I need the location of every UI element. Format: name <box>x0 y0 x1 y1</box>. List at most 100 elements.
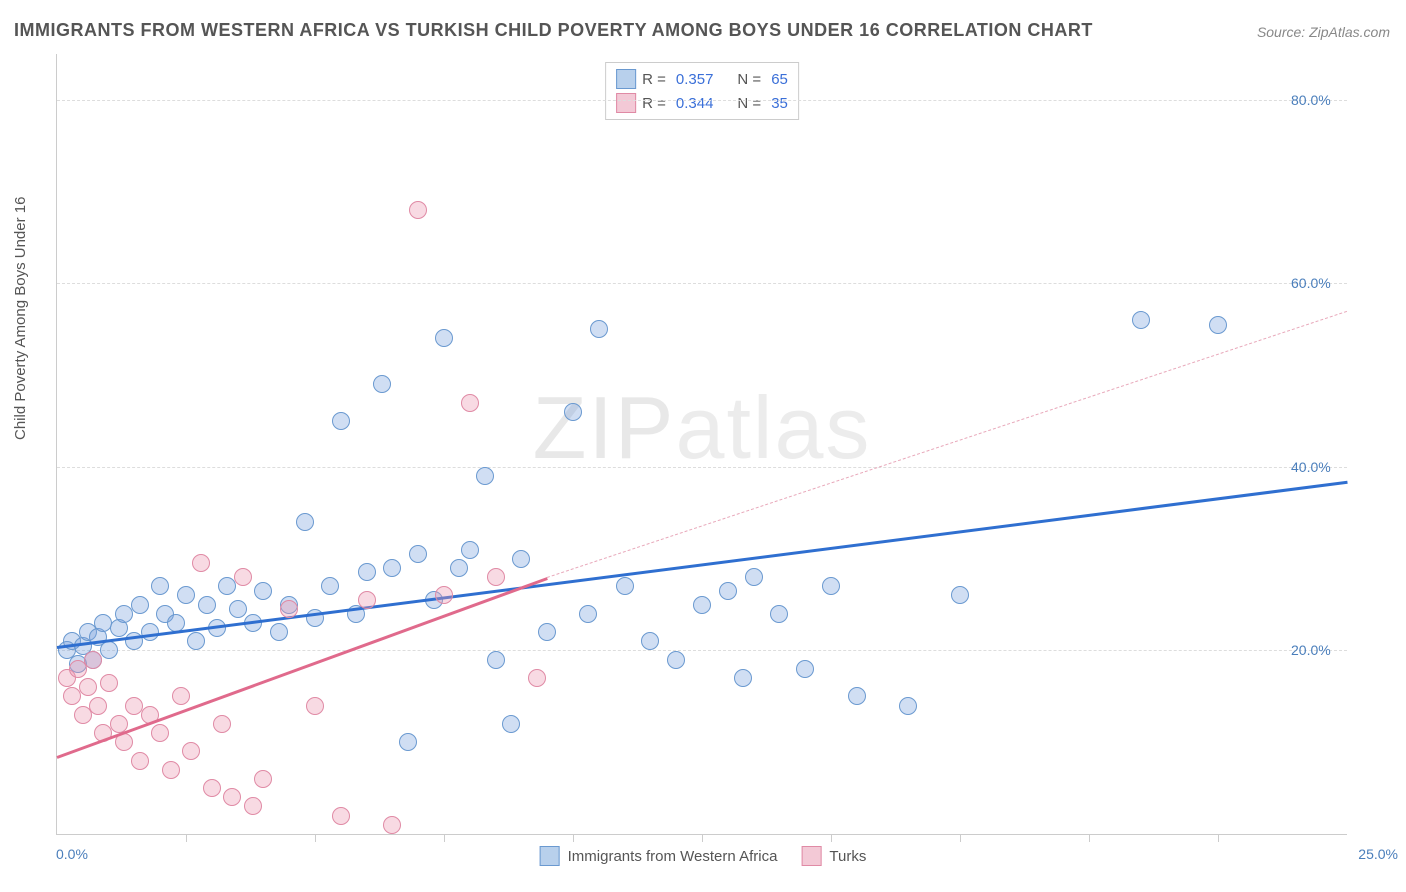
data-point <box>151 724 169 742</box>
y-tick-label: 80.0% <box>1291 92 1341 108</box>
data-point <box>409 201 427 219</box>
data-point <box>409 545 427 563</box>
gridline-h <box>57 283 1347 284</box>
data-point <box>131 596 149 614</box>
data-point <box>254 582 272 600</box>
data-point <box>693 596 711 614</box>
legend-r-value-2: 0.344 <box>676 95 714 112</box>
data-point <box>435 586 453 604</box>
data-point <box>373 375 391 393</box>
data-point <box>131 752 149 770</box>
data-point <box>564 403 582 421</box>
data-point <box>1209 316 1227 334</box>
x-tick <box>186 834 187 842</box>
x-tick <box>444 834 445 842</box>
x-tick <box>315 834 316 842</box>
data-point <box>476 467 494 485</box>
data-point <box>358 591 376 609</box>
data-point <box>280 600 298 618</box>
x-axis-origin-label: 0.0% <box>56 846 88 862</box>
legend-label-series1: Immigrants from Western Africa <box>568 848 778 865</box>
data-point <box>667 651 685 669</box>
legend-swatch-series1 <box>616 69 636 89</box>
data-point <box>332 807 350 825</box>
data-point <box>151 577 169 595</box>
data-point <box>461 394 479 412</box>
correlation-legend: R = 0.357 N = 65 R = 0.344 N = 35 <box>605 62 799 120</box>
y-tick-label: 20.0% <box>1291 642 1341 658</box>
x-tick <box>1218 834 1219 842</box>
legend-n-value-1: 65 <box>771 71 788 88</box>
x-tick <box>702 834 703 842</box>
legend-label-series2: Turks <box>829 848 866 865</box>
x-tick <box>1089 834 1090 842</box>
data-point <box>641 632 659 650</box>
legend-n-label: N = <box>737 95 761 112</box>
legend-r-value-1: 0.357 <box>676 71 714 88</box>
data-point <box>579 605 597 623</box>
data-point <box>745 568 763 586</box>
legend-n-value-2: 35 <box>771 95 788 112</box>
legend-swatch-series2 <box>801 846 821 866</box>
data-point <box>198 596 216 614</box>
source-label: Source: ZipAtlas.com <box>1257 24 1390 40</box>
x-tick <box>831 834 832 842</box>
data-point <box>223 788 241 806</box>
data-point <box>79 678 97 696</box>
data-point <box>487 568 505 586</box>
gridline-h <box>57 100 1347 101</box>
data-point <box>244 797 262 815</box>
data-point <box>734 669 752 687</box>
data-point <box>538 623 556 641</box>
data-point <box>822 577 840 595</box>
legend-row-series2: R = 0.344 N = 35 <box>616 91 788 115</box>
legend-n-label: N = <box>737 71 761 88</box>
y-axis-label: Child Poverty Among Boys Under 16 <box>12 197 29 440</box>
data-point <box>84 651 102 669</box>
data-point <box>899 697 917 715</box>
data-point <box>192 554 210 572</box>
legend-r-label: R = <box>642 71 666 88</box>
data-point <box>89 697 107 715</box>
data-point <box>321 577 339 595</box>
data-point <box>187 632 205 650</box>
data-point <box>254 770 272 788</box>
data-point <box>213 715 231 733</box>
legend-item-series2: Turks <box>801 846 866 866</box>
data-point <box>528 669 546 687</box>
data-point <box>182 742 200 760</box>
data-point <box>270 623 288 641</box>
legend-row-series1: R = 0.357 N = 65 <box>616 67 788 91</box>
data-point <box>435 329 453 347</box>
data-point <box>162 761 180 779</box>
data-point <box>383 816 401 834</box>
scatter-chart: ZIPatlas R = 0.357 N = 65 R = 0.344 N = … <box>56 54 1347 835</box>
gridline-h <box>57 650 1347 651</box>
x-tick <box>960 834 961 842</box>
data-point <box>1132 311 1150 329</box>
data-point <box>177 586 195 604</box>
data-point <box>450 559 468 577</box>
data-point <box>590 320 608 338</box>
data-point <box>502 715 520 733</box>
x-tick <box>573 834 574 842</box>
watermark-bold: ZIP <box>533 378 676 477</box>
data-point <box>616 577 634 595</box>
data-point <box>234 568 252 586</box>
trend-line <box>57 481 1347 649</box>
data-point <box>229 600 247 618</box>
legend-swatch-series2 <box>616 93 636 113</box>
data-point <box>141 623 159 641</box>
data-point <box>487 651 505 669</box>
gridline-h <box>57 467 1347 468</box>
data-point <box>296 513 314 531</box>
data-point <box>399 733 417 751</box>
data-point <box>719 582 737 600</box>
data-point <box>848 687 866 705</box>
data-point <box>383 559 401 577</box>
data-point <box>796 660 814 678</box>
x-axis-end-label: 25.0% <box>1358 846 1398 862</box>
data-point <box>306 697 324 715</box>
data-point <box>770 605 788 623</box>
data-point <box>100 641 118 659</box>
